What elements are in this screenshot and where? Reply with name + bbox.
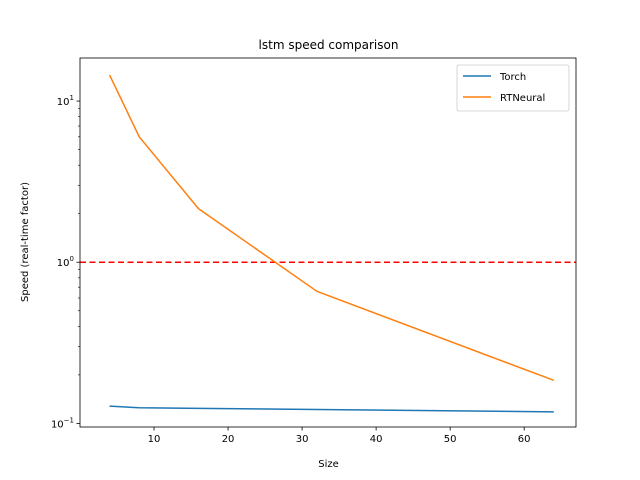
x-tick-label: 20 xyxy=(222,434,235,445)
chart-title: lstm speed comparison xyxy=(259,38,399,52)
plot-area xyxy=(79,57,577,428)
x-axis: 10 20 30 40 50 60 xyxy=(148,427,531,445)
x-tick-label: 40 xyxy=(370,434,383,445)
y-tick-label: 100 xyxy=(57,255,74,269)
y-axis-label: Speed (real-time factor) xyxy=(20,182,31,302)
x-tick-label: 30 xyxy=(296,434,309,445)
y-axis: 10−1 100 101 xyxy=(51,94,80,430)
legend-label-torch: Torch xyxy=(499,72,526,83)
legend-label-rtneural: RTNeural xyxy=(500,93,545,104)
x-tick-label: 50 xyxy=(444,434,457,445)
x-tick-label: 60 xyxy=(518,434,531,445)
x-axis-label: Size xyxy=(318,459,339,470)
series-line-torch xyxy=(109,405,554,413)
y-tick-label: 10−1 xyxy=(51,416,74,430)
y-tick-label: 101 xyxy=(57,94,74,108)
series-line-rtneural xyxy=(108,74,555,382)
axes-frame xyxy=(79,57,577,428)
legend: Torch RTNeural xyxy=(456,64,570,112)
x-tick-label: 10 xyxy=(148,434,161,445)
